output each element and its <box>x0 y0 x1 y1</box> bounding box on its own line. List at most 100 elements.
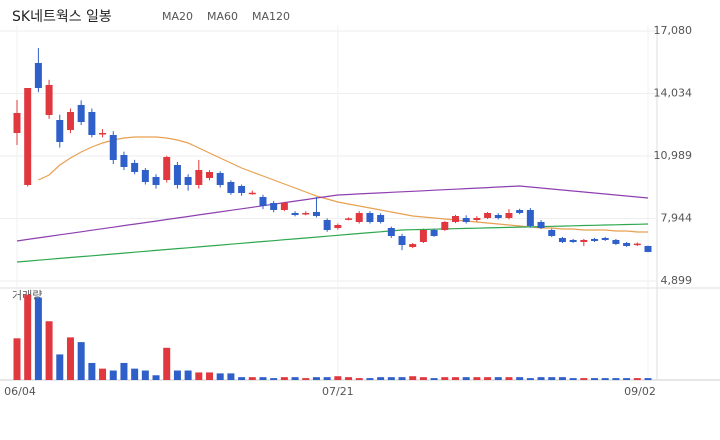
y-tick-label: 10,989 <box>654 149 693 162</box>
volume-bar <box>612 378 620 380</box>
candle-body <box>280 202 288 210</box>
volume-bar <box>644 378 652 380</box>
candle-body <box>377 214 385 222</box>
candle-body <box>302 212 310 215</box>
candle-body <box>227 181 235 193</box>
candle-body <box>419 229 427 242</box>
candle-body <box>516 209 524 213</box>
volume-bar <box>548 377 556 380</box>
volume-bar <box>259 377 267 380</box>
volume-bar <box>505 377 513 380</box>
y-tick-label: 4,899 <box>661 274 693 287</box>
volume-bar <box>387 377 395 380</box>
volume-bar <box>152 375 160 380</box>
candle-body <box>430 229 438 236</box>
candle-body <box>88 111 96 135</box>
x-tick-label: 07/21 <box>322 385 354 398</box>
y-tick-label: 14,034 <box>654 87 693 100</box>
candle-body <box>409 244 417 248</box>
candle-body <box>526 209 534 226</box>
candle-body <box>184 176 192 185</box>
volume-bar <box>312 377 320 380</box>
candle-body <box>163 156 171 180</box>
chart-title: SK네트웍스 일봉 <box>12 9 112 25</box>
candle-body <box>334 225 342 229</box>
candle-body <box>355 212 363 222</box>
volume-bar <box>526 378 534 380</box>
volume-bar <box>56 354 64 380</box>
candle-body <box>206 171 214 178</box>
volume-bar <box>377 377 385 380</box>
candle-body <box>591 238 599 241</box>
volume-bar <box>238 377 246 380</box>
x-tick-label: 06/04 <box>4 385 36 398</box>
candle-body <box>131 162 139 172</box>
y-tick-label: 7,944 <box>661 212 693 225</box>
volume-bar <box>398 377 406 380</box>
volume-bar <box>441 377 449 380</box>
candle-body <box>216 172 224 185</box>
volume-bar <box>13 338 21 380</box>
ma-line <box>16 223 649 263</box>
volume-bar <box>34 297 42 380</box>
volume-bar <box>45 321 53 380</box>
candle-body <box>291 212 299 215</box>
candle-body <box>270 202 278 210</box>
volume-bar <box>66 337 74 380</box>
candle-body <box>494 214 502 218</box>
candle-body <box>312 211 320 217</box>
candle-body <box>238 185 246 193</box>
volume-bar <box>206 372 214 380</box>
volume-bar <box>484 377 492 380</box>
candle-body <box>366 212 374 222</box>
candle-body <box>505 212 513 218</box>
candle-body <box>462 217 470 222</box>
volume-bar <box>569 378 577 380</box>
volume-bar <box>216 373 224 380</box>
volume-bar <box>184 370 192 380</box>
candle-body <box>66 111 74 130</box>
volume-bar <box>591 378 599 380</box>
candle-body <box>77 104 85 123</box>
volume-bar <box>334 376 342 380</box>
volume-bar <box>451 377 459 380</box>
candle-body <box>120 155 128 167</box>
volume-bar <box>462 377 470 380</box>
candle-body <box>441 221 449 230</box>
volume-bar <box>419 377 427 380</box>
candle-body <box>45 84 53 115</box>
legend-label: MA20 <box>162 10 193 23</box>
candle-body <box>34 62 42 88</box>
candle-body <box>601 237 609 240</box>
candle-body <box>323 220 331 231</box>
volume-bar <box>430 378 438 380</box>
candle-body <box>109 134 117 160</box>
volume-bar <box>516 377 524 380</box>
legend-label: MA60 <box>207 10 238 23</box>
legend-label: MA120 <box>252 10 290 23</box>
volume-bar <box>280 377 288 380</box>
volume-bar <box>227 373 235 380</box>
volume-bar <box>633 378 641 380</box>
candle-body <box>24 87 32 185</box>
volume-bar <box>141 370 149 380</box>
volume-bar <box>537 377 545 380</box>
volume-bar <box>623 378 631 380</box>
volume-bar <box>323 377 331 380</box>
volume-bar <box>77 342 85 380</box>
volume-bar <box>131 368 139 380</box>
candle-body <box>398 236 406 245</box>
volume-bar <box>173 370 181 380</box>
ma-line <box>38 136 648 233</box>
volume-bar <box>120 362 128 380</box>
volume-bar <box>291 377 299 380</box>
candle-body <box>473 217 481 220</box>
candle-body <box>195 169 203 185</box>
candle-body <box>612 239 620 244</box>
volume-bar <box>195 372 203 380</box>
candle-body <box>558 237 566 242</box>
ma-line <box>16 185 649 242</box>
volume-bar <box>302 378 310 380</box>
candle-body <box>451 216 459 222</box>
